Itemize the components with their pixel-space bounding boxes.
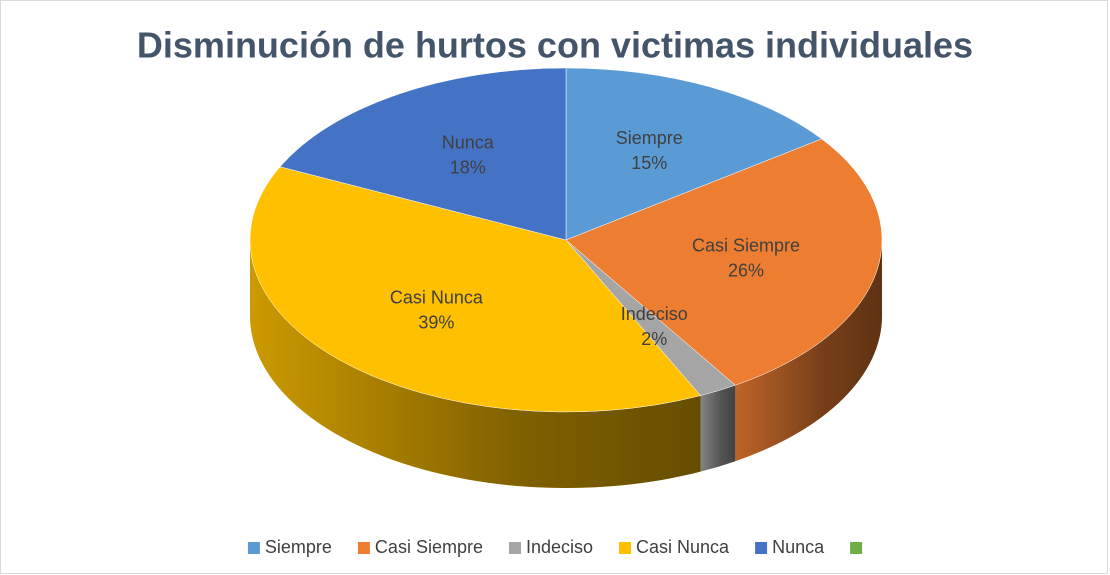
data-label: 15%: [631, 153, 667, 173]
legend-label: Casi Siempre: [375, 537, 483, 557]
data-label-name: Siempre: [616, 128, 683, 148]
slice-side-shade: [250, 240, 701, 488]
legend-label: Indeciso: [526, 537, 593, 557]
data-label: 18%: [450, 158, 486, 178]
data-label-name: Indeciso: [621, 304, 688, 324]
slice-side-shade: [735, 240, 883, 462]
legend-swatch: [755, 542, 768, 554]
legend-item: Siempre: [247, 537, 332, 557]
slice: [565, 67, 823, 241]
legend-swatch: [508, 542, 521, 554]
slice: [565, 138, 883, 386]
data-label-name: Casi Siempre: [692, 235, 800, 255]
data-label-name: Nunca: [442, 133, 495, 153]
chart-title: Disminución de hurtos con victimas indiv…: [137, 25, 973, 66]
legend-label: Nunca: [772, 537, 825, 557]
slice-side-shade: [700, 385, 736, 472]
legend-label: Siempre: [265, 537, 332, 557]
slice: [279, 67, 567, 241]
legend-item: Indeciso: [508, 537, 593, 557]
legend-item: [850, 542, 863, 554]
legend-swatch: [247, 542, 260, 554]
data-label: 26%: [728, 260, 764, 280]
legend-swatch: [357, 542, 370, 554]
legend-item: Casi Siempre: [357, 537, 483, 557]
slice: [249, 166, 701, 413]
legend-label: Casi Nunca: [636, 537, 730, 557]
legend-item: Nunca: [755, 537, 825, 557]
data-label-name: Casi Nunca: [390, 287, 484, 307]
legend-swatch: [850, 542, 863, 554]
data-label: 2%: [641, 329, 667, 349]
legend-item: Casi Nunca: [619, 537, 730, 557]
legend-swatch: [619, 542, 632, 554]
data-label: 39%: [418, 312, 454, 332]
